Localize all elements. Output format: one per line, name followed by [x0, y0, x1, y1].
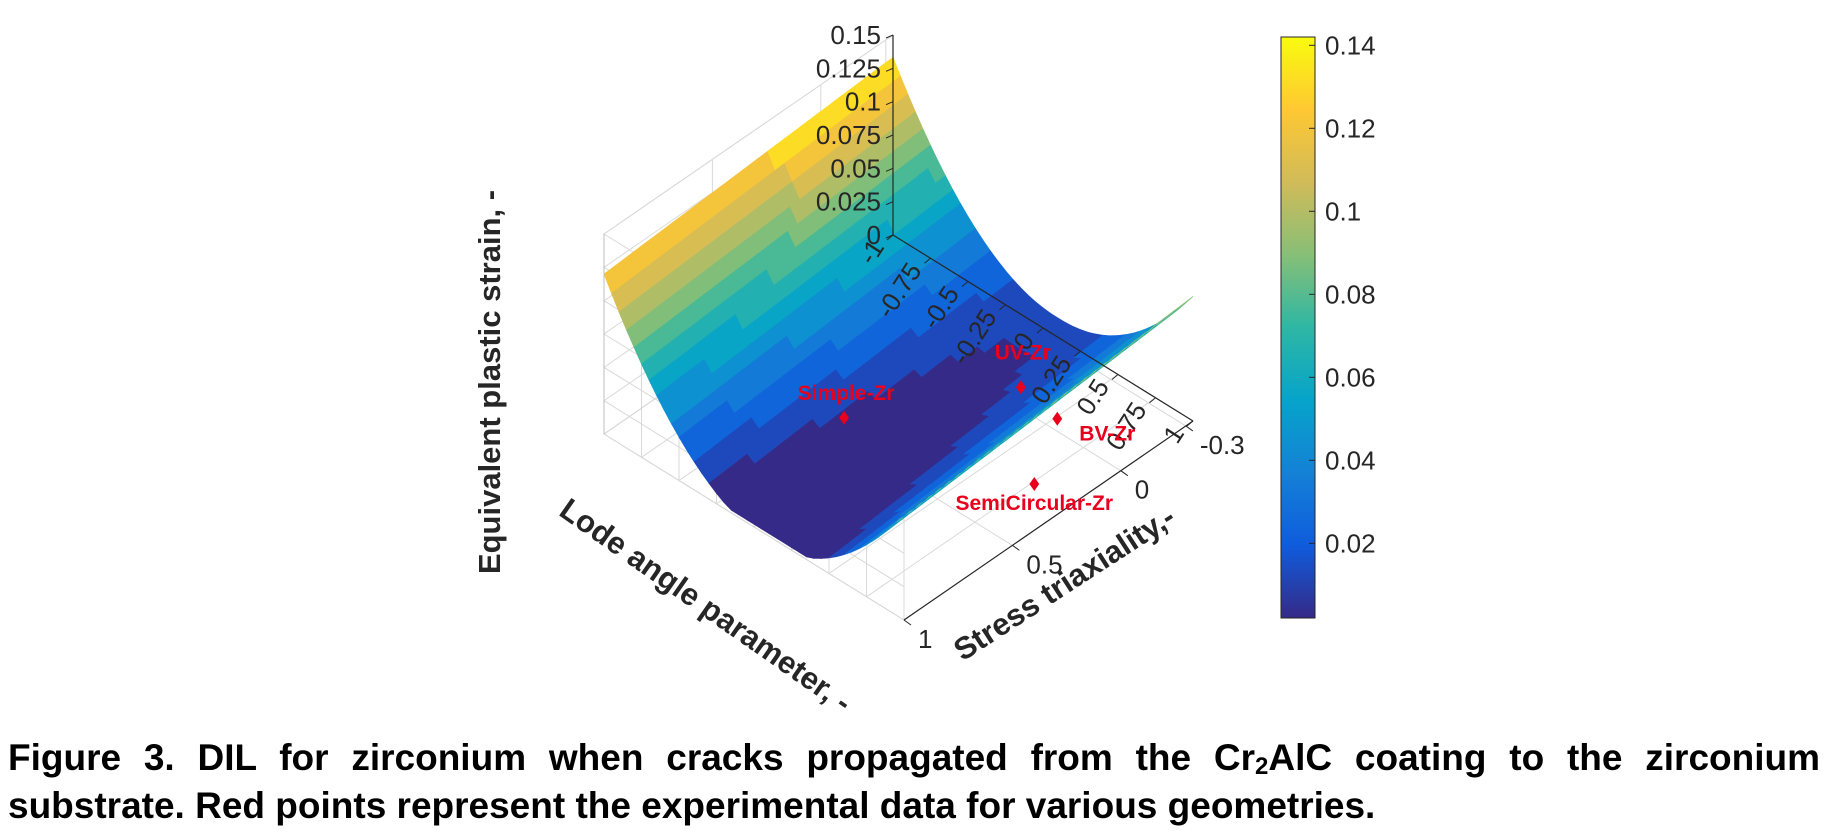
y-axis-line: [903, 420, 1194, 621]
y-tick-mark-1: [1120, 470, 1129, 477]
z-tick-label-0: 0: [867, 220, 881, 250]
colorbar-tick-label-3: 0.08: [1325, 279, 1376, 309]
y-axis-label: Stress triaxiality,-: [947, 499, 1181, 668]
z-axis-label: Equivalent plastic strain, -: [472, 190, 507, 574]
z-tick-label-3: 0.075: [816, 120, 881, 150]
caption-line-2: substrate. Red points represent the expe…: [8, 785, 1376, 826]
z-tick-mark-4: [885, 101, 894, 106]
x-tick-mark-1: [924, 257, 931, 264]
z-tick-mark-2: [885, 167, 894, 172]
colorbar-tick-label-0: 0.02: [1325, 528, 1376, 558]
caption-line-1-start: Figure 3. DIL for zirconium when cracks …: [8, 737, 1256, 778]
x-tick-mark-8: [1186, 420, 1194, 427]
z-tick-mark-6: [885, 34, 894, 39]
z-tick-mark-5: [885, 67, 894, 72]
marker-label-bv-zr: BV-Zr: [1079, 423, 1135, 446]
surface-plot: [603, 56, 1194, 559]
colorbar-gradient: [1280, 36, 1316, 619]
colorbar-tick-label-6: 0.14: [1325, 30, 1376, 60]
colorbar: 0.02 0.04 0.06 0.08 0.1 0.12 0.14: [1280, 30, 1376, 619]
marker-semicircular-zr: [1029, 477, 1040, 491]
y-tick-mark-2: [1012, 544, 1020, 551]
colorbar-tick-label-4: 0.1: [1325, 196, 1361, 226]
caption-line-1: Figure 3. DIL for zirconium when cracks …: [8, 734, 1820, 782]
x-tick-mark-3: [999, 304, 1006, 311]
colorbar-tick-label-2: 0.06: [1325, 362, 1376, 392]
y-tick-mark-0: [1185, 425, 1194, 432]
marker-label-simple-zr: Simple-Zr: [798, 382, 895, 405]
marker-bv-zr: [1052, 411, 1063, 426]
figure-caption: Figure 3. DIL for zirconium when cracks …: [8, 734, 1820, 830]
marker-uv-zr: [1015, 380, 1026, 395]
marker-simple-zr: [839, 410, 849, 425]
x-tick-mark-7: [1149, 397, 1156, 404]
z-tick-label-4: 0.1: [845, 87, 881, 117]
z-tick-label-2: 0.05: [830, 153, 881, 183]
colorbar-tick-label-1: 0.04: [1325, 445, 1376, 475]
y-tick-label-0: -0.3: [1200, 430, 1245, 460]
z-tick-label-5: 0.125: [816, 53, 881, 83]
colorbar-tick-label-5: 0.12: [1325, 113, 1376, 143]
z-tick-label-1: 0.025: [816, 187, 881, 217]
experimental-points: Simple-Zr UV-Zr BV-Zr SemiCircular-Zr: [798, 341, 1136, 515]
marker-label-uv-zr: UV-Zr: [995, 341, 1051, 364]
z-tick-label-6: 0.15: [830, 20, 881, 50]
y-tick-label-3: 1: [918, 624, 932, 654]
y-tick-label-2: 0.5: [1026, 549, 1062, 579]
x-tick-label-8: 1: [1157, 420, 1190, 448]
y-tick-label-1: 0: [1135, 475, 1149, 505]
x-tick-mark-6: [1111, 374, 1119, 380]
marker-label-semicircular-zr: SemiCircular-Zr: [955, 492, 1113, 515]
x-tick-mark-5: [1074, 350, 1081, 357]
caption-line-1-end: AlC coating to the zirconium: [1268, 737, 1820, 778]
x-tick-mark-4: [1036, 327, 1044, 334]
z-tick-mark-3: [885, 134, 894, 139]
x-tick-mark-2: [961, 281, 969, 287]
x-tick-mark-0: [886, 234, 894, 241]
surface-patch-1199: [1175, 296, 1194, 311]
z-tick-mark-1: [885, 201, 894, 206]
y-tick-mark-3: [903, 619, 912, 626]
caption-subscript: 2: [1255, 753, 1269, 780]
